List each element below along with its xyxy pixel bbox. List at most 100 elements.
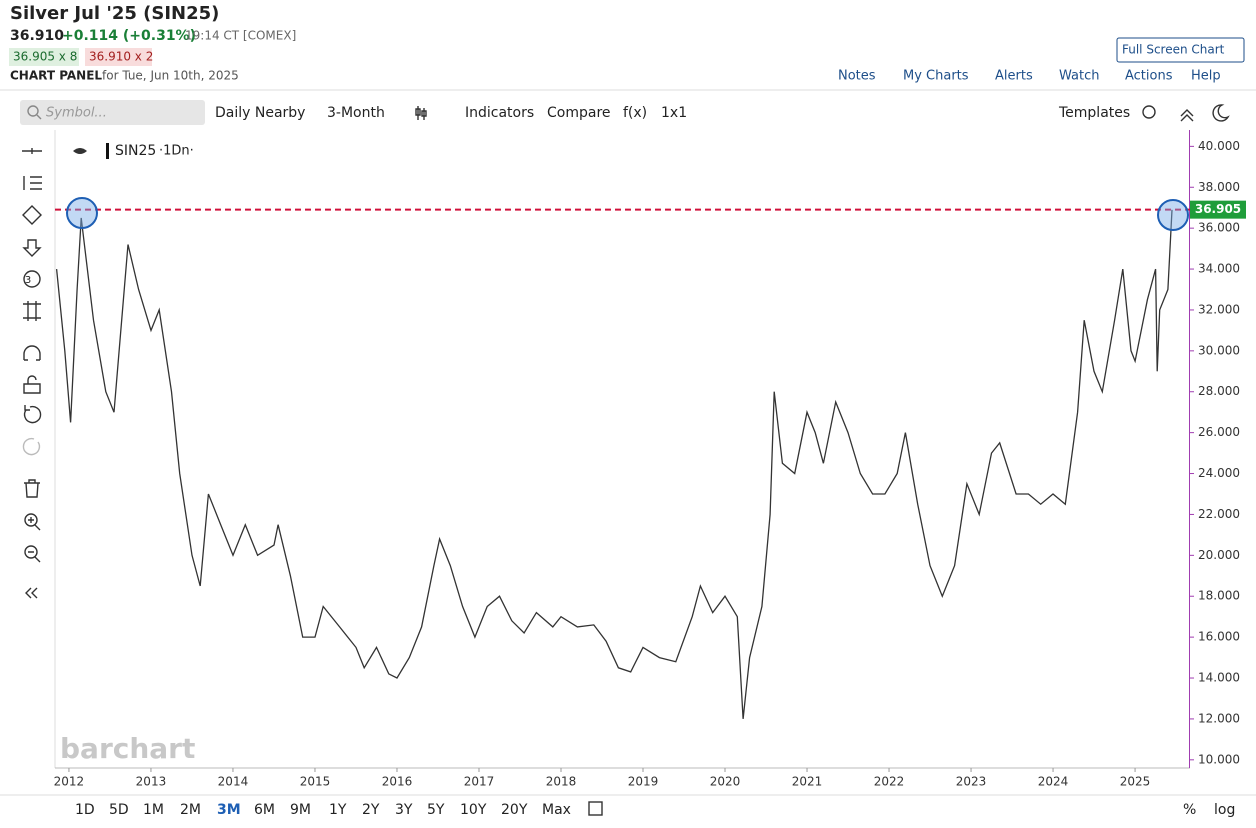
- range-button[interactable]: 5Y: [427, 802, 445, 818]
- templates[interactable]: Templates: [1058, 105, 1130, 121]
- range-button[interactable]: 10Y: [460, 802, 487, 818]
- y-tick-label: 40.000: [1198, 139, 1240, 153]
- range-button[interactable]: 3Y: [395, 802, 413, 818]
- tool-count-label: 3: [25, 275, 31, 286]
- tool-redo[interactable]: [22, 437, 41, 456]
- nav: Notes My Charts Alerts Watch Actions Help: [838, 69, 1221, 84]
- x-tick-label: 2023: [956, 775, 987, 789]
- y-tick-label: 16.000: [1198, 630, 1240, 644]
- x-tick-label: 2025: [1120, 775, 1151, 789]
- range-button[interactable]: 5D: [109, 802, 129, 818]
- y-tick-label: 32.000: [1198, 302, 1240, 316]
- legend-eye[interactable]: [73, 148, 87, 154]
- tool-fib[interactable]: [23, 176, 42, 190]
- toolbar-item[interactable]: Daily Nearby: [215, 105, 305, 121]
- full-screen-label[interactable]: Full Screen Chart: [1122, 43, 1225, 57]
- search-icon: [36, 114, 42, 120]
- percent-toggle[interactable]: %: [1183, 802, 1196, 818]
- toolbar-item[interactable]: f(x): [623, 105, 647, 121]
- toolbar-item[interactable]: Compare: [547, 105, 611, 121]
- y-tick-label: 22.000: [1198, 507, 1240, 521]
- nav-item[interactable]: Watch: [1059, 69, 1099, 84]
- left-toolbar: [22, 148, 42, 599]
- ask: 36.910 x 2: [89, 50, 153, 64]
- nav-item[interactable]: Help: [1191, 69, 1221, 84]
- x-tick-label: 2020: [710, 775, 741, 789]
- range-button[interactable]: 1Y: [329, 802, 347, 818]
- log-toggle[interactable]: log: [1214, 802, 1235, 818]
- x-tick-label: 2016: [382, 775, 413, 789]
- y-tick-label: 30.000: [1198, 343, 1240, 357]
- tool-undo[interactable]: [23, 405, 42, 424]
- x-tick-label: 2022: [874, 775, 905, 789]
- bid-box: [9, 48, 79, 66]
- range-button[interactable]: 1M: [143, 802, 164, 818]
- plot: 10.000 12.000 14.000 16.000 18.000 20.000 22.0…: [54, 139, 1246, 789]
- y-tick-label: 12.000: [1198, 711, 1240, 725]
- price-line: [55, 209, 1173, 719]
- y-tick-label: 14.000: [1198, 671, 1240, 685]
- range-button[interactable]: 2M: [180, 802, 201, 818]
- tool-zoom-out[interactable]: [28, 551, 41, 563]
- toolbar-item[interactable]: 1x1: [661, 105, 687, 121]
- theme-icon[interactable]: [1212, 104, 1230, 122]
- y-tick-label: 24.000: [1198, 466, 1240, 480]
- collapse-icon[interactable]: [1180, 109, 1194, 122]
- y-tick-label: 20.000: [1198, 548, 1240, 562]
- highlight-circle: [1157, 199, 1189, 231]
- x-tick-label: 2024: [1038, 775, 1069, 789]
- chart-type-icon[interactable]: [415, 106, 427, 120]
- range-button[interactable]: 6M: [254, 802, 275, 818]
- y-tick-label: 28.000: [1198, 384, 1240, 398]
- legend-swatch: [106, 143, 109, 159]
- tool-delete[interactable]: [24, 479, 40, 498]
- tool-line[interactable]: [22, 148, 42, 154]
- legend-interval: ·1Dn·: [159, 144, 194, 159]
- calendar-icon[interactable]: [588, 801, 603, 816]
- x-tick-label: 2018: [546, 775, 577, 789]
- tool-shape[interactable]: [22, 205, 42, 225]
- price-change: +0.114 (+0.31%): [62, 28, 196, 44]
- toolbar-item[interactable]: Indicators: [465, 105, 534, 121]
- tool-arrow[interactable]: [22, 239, 42, 257]
- range-button[interactable]: 9M: [290, 802, 311, 818]
- nav-item[interactable]: Notes: [838, 69, 876, 84]
- toolbar-item[interactable]: 3-Month: [327, 105, 385, 121]
- tool-zoom-in[interactable]: [28, 517, 41, 531]
- search-icon: [27, 105, 39, 117]
- range-button[interactable]: 1D: [75, 802, 95, 818]
- nav-item[interactable]: Actions: [1125, 69, 1173, 84]
- quote-time: 19:14 CT [COMEX]: [185, 29, 296, 43]
- nav-item[interactable]: My Charts: [903, 69, 969, 84]
- y-tick-label: 36.000: [1198, 221, 1240, 235]
- tool-magnet[interactable]: [23, 345, 41, 361]
- x-tick-label: 2019: [628, 775, 659, 789]
- range-button[interactable]: Max: [542, 802, 571, 818]
- tool-count[interactable]: [23, 270, 41, 288]
- range-button[interactable]: 3M: [217, 802, 241, 818]
- ask-box: [85, 48, 152, 66]
- x-tick-label: 2021: [792, 775, 823, 789]
- bid: 36.905 x 8: [13, 50, 77, 64]
- panel-label: CHART PANEL: [10, 69, 102, 83]
- toolbar: Daily Nearby 3-Month Indicators Compare f(x)…: [215, 105, 687, 121]
- settings-icon[interactable]: [1142, 105, 1156, 119]
- tool-lock[interactable]: [23, 375, 41, 394]
- y-tick-label: 10.000: [1198, 752, 1240, 766]
- y-tick-label: 38.000: [1198, 180, 1240, 194]
- tool-zoom-out[interactable]: [24, 545, 38, 559]
- tool-zoom-in[interactable]: [24, 513, 38, 527]
- range-button[interactable]: 2Y: [362, 802, 380, 818]
- range-button[interactable]: 20Y: [501, 802, 528, 818]
- search-box[interactable]: [20, 100, 205, 125]
- y-tick-label: 26.000: [1198, 425, 1240, 439]
- search-placeholder[interactable]: Symbol...: [46, 106, 107, 121]
- tool-measure[interactable]: [23, 301, 41, 321]
- full-screen-button[interactable]: [1116, 37, 1245, 63]
- nav-item[interactable]: Alerts: [995, 69, 1033, 84]
- x-tick-label: 2012: [54, 775, 85, 789]
- tool-collapse[interactable]: [25, 587, 38, 599]
- price-tag: [1190, 200, 1246, 219]
- title: Silver Jul '25 (SIN25): [10, 3, 219, 24]
